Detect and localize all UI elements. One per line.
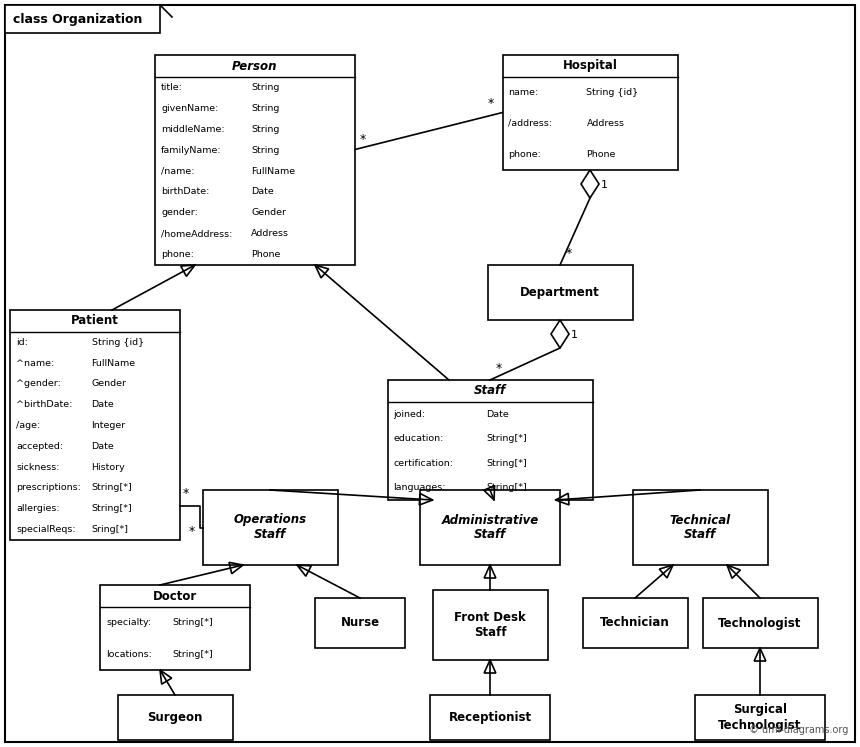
Text: class Organization: class Organization — [13, 13, 143, 25]
Text: Patient: Patient — [71, 314, 119, 327]
Text: String[*]: String[*] — [172, 619, 212, 627]
Text: id:: id: — [16, 338, 28, 347]
Text: String[*]: String[*] — [486, 434, 526, 443]
Bar — [155, 55, 355, 265]
Text: Gender: Gender — [92, 379, 126, 388]
Text: 1: 1 — [571, 330, 578, 340]
Text: Phone: Phone — [251, 250, 280, 259]
Text: History: History — [92, 462, 126, 471]
Text: Gender: Gender — [251, 208, 286, 217]
Text: Receptionist: Receptionist — [448, 711, 531, 724]
Text: Nurse: Nurse — [341, 616, 379, 630]
Text: joined:: joined: — [394, 410, 426, 419]
Text: Front Desk
Staff: Front Desk Staff — [454, 611, 525, 639]
Text: sickness:: sickness: — [16, 462, 59, 471]
Text: Department: Department — [520, 286, 600, 299]
Text: © uml-diagrams.org: © uml-diagrams.org — [748, 725, 848, 735]
Text: name:: name: — [508, 88, 538, 97]
Bar — [430, 695, 550, 740]
Text: education:: education: — [394, 434, 444, 443]
Text: Administrative
Staff: Administrative Staff — [441, 513, 538, 542]
Text: String[*]: String[*] — [486, 483, 526, 492]
Text: String {id}: String {id} — [587, 88, 639, 97]
Text: *: * — [188, 525, 194, 539]
Text: String: String — [251, 125, 280, 134]
Text: /name:: /name: — [161, 167, 194, 176]
Text: Date: Date — [251, 187, 273, 196]
Text: phone:: phone: — [161, 250, 194, 259]
Text: certification:: certification: — [394, 459, 453, 468]
Text: Operations
Staff: Operations Staff — [233, 513, 306, 542]
Text: birthDate:: birthDate: — [161, 187, 209, 196]
Text: Sring[*]: Sring[*] — [92, 525, 129, 534]
Text: Date: Date — [486, 410, 508, 419]
Text: familyName:: familyName: — [161, 146, 222, 155]
Text: prescriptions:: prescriptions: — [16, 483, 81, 492]
Text: givenName:: givenName: — [161, 104, 218, 113]
Text: accepted:: accepted: — [16, 442, 63, 451]
Bar — [315, 598, 405, 648]
Bar — [100, 585, 250, 670]
Text: /address:: /address: — [508, 119, 552, 128]
Bar — [695, 695, 825, 740]
Text: phone:: phone: — [508, 150, 542, 159]
Text: String[*]: String[*] — [172, 650, 212, 659]
Text: *: * — [360, 134, 366, 146]
Text: /homeAddress:: /homeAddress: — [161, 229, 232, 238]
Text: Date: Date — [92, 442, 114, 451]
Text: specialReqs:: specialReqs: — [16, 525, 76, 534]
Text: Technician: Technician — [600, 616, 670, 630]
Text: Phone: Phone — [587, 150, 616, 159]
Text: Address: Address — [251, 229, 289, 238]
Text: Doctor: Doctor — [153, 589, 197, 603]
Text: *: * — [566, 247, 572, 260]
Bar — [703, 598, 818, 648]
Text: String: String — [251, 83, 280, 92]
Text: String: String — [251, 146, 280, 155]
Text: Date: Date — [92, 400, 114, 409]
Text: Technical
Staff: Technical Staff — [669, 513, 730, 542]
Text: *: * — [496, 362, 502, 375]
Text: String[*]: String[*] — [92, 504, 132, 513]
Text: Integer: Integer — [92, 421, 126, 430]
Bar — [420, 490, 560, 565]
Bar — [582, 598, 687, 648]
Bar — [433, 590, 548, 660]
Text: FullName: FullName — [251, 167, 295, 176]
Bar — [118, 695, 232, 740]
Text: Technologist: Technologist — [718, 616, 802, 630]
Text: title:: title: — [161, 83, 183, 92]
Text: /age:: /age: — [16, 421, 40, 430]
Text: *: * — [183, 488, 189, 500]
Text: FullName: FullName — [92, 359, 136, 368]
Text: languages:: languages: — [394, 483, 446, 492]
Bar — [502, 55, 678, 170]
Text: Hospital: Hospital — [562, 60, 617, 72]
Text: allergies:: allergies: — [16, 504, 59, 513]
Bar — [632, 490, 767, 565]
Text: ^birthDate:: ^birthDate: — [16, 400, 72, 409]
Text: Surgeon: Surgeon — [147, 711, 203, 724]
Text: gender:: gender: — [161, 208, 198, 217]
Bar — [388, 380, 593, 500]
Bar — [10, 310, 180, 540]
Text: middleName:: middleName: — [161, 125, 224, 134]
Text: ^gender:: ^gender: — [16, 379, 61, 388]
Bar — [488, 265, 632, 320]
Text: String {id}: String {id} — [92, 338, 144, 347]
Text: String: String — [251, 104, 280, 113]
Text: String[*]: String[*] — [486, 459, 526, 468]
Text: specialty:: specialty: — [106, 619, 151, 627]
Bar — [5, 5, 160, 33]
Text: ^name:: ^name: — [16, 359, 54, 368]
Text: Staff: Staff — [474, 385, 507, 397]
Bar — [202, 490, 337, 565]
Text: String[*]: String[*] — [92, 483, 132, 492]
Text: 1: 1 — [601, 180, 608, 190]
Text: Person: Person — [232, 60, 278, 72]
Text: Address: Address — [587, 119, 624, 128]
Text: *: * — [488, 96, 494, 110]
Text: locations:: locations: — [106, 650, 152, 659]
Text: Surgical
Technologist: Surgical Technologist — [718, 704, 802, 731]
